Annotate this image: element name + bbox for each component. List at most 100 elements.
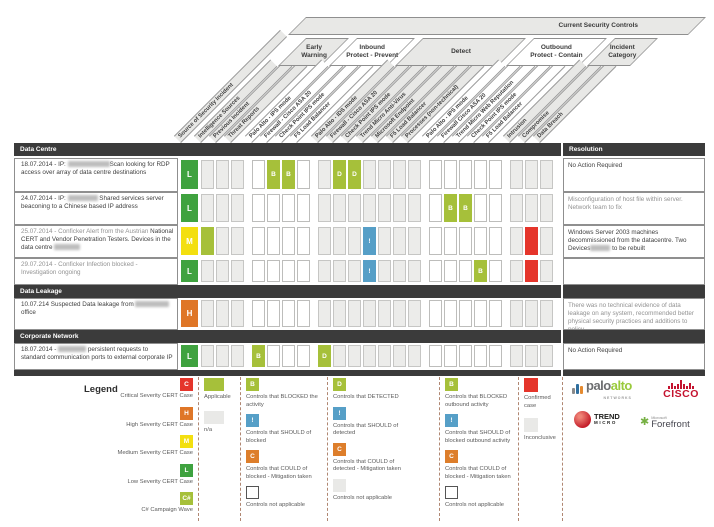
cell-palo-alto-ips-mode — [429, 160, 442, 189]
text-segment: 25.07.2014 - Conficker Alert from the Au… — [21, 228, 151, 235]
cell-firewall-cisco-asa-20 — [444, 300, 457, 327]
cell-f5-load-balancer — [393, 160, 406, 189]
cell-firewall-cisco-asa-20 — [267, 300, 280, 327]
legend-label: Medium Severity CERT Case — [117, 450, 194, 457]
resolution-data-centre-row-3: Windows Server 2003 machines decommissio… — [563, 225, 705, 258]
legend-detected-item: C Controls that COULD of detected - Mitig… — [333, 442, 411, 474]
control-swatch: C — [445, 450, 458, 464]
legend-label: Inconclusive — [524, 435, 556, 442]
cell-firewall-cisco-asa-20 — [444, 260, 457, 282]
cell-palo-alto-ips-mode — [429, 194, 442, 222]
cell-microsoft-endpoint — [378, 160, 391, 189]
cell-check-point-ips-mode — [348, 345, 361, 367]
legend-detected: D Controls that DETECTED! Controls that SH… — [333, 378, 411, 507]
cell-firewall-cisco-asa-20 — [444, 345, 457, 367]
cell-group-early-warning — [201, 194, 244, 222]
confirmation-swatch — [524, 418, 538, 433]
legend-outbound-blocked-item: Controls not applicable — [445, 486, 515, 510]
cell-check-point-ips-mode — [282, 300, 295, 327]
cell-processes-non-technical — [408, 260, 421, 282]
cell-trend-micro-web-reputation — [459, 227, 472, 255]
cell-group-early-warning — [201, 160, 244, 189]
legend-applicability: Applicable n/a — [204, 378, 237, 443]
cell-firewall-cisco-asa-20 — [267, 260, 280, 282]
cell-f5-load-balancer — [489, 300, 502, 327]
applicability-swatch — [204, 410, 224, 424]
cell-check-point-ips-mode — [348, 194, 361, 222]
vendor-logo-cisco: CISCO — [656, 380, 706, 399]
confirmation-swatch — [524, 378, 538, 392]
severity-badge-l: L — [181, 260, 198, 282]
cell-f5-load-balancer — [393, 194, 406, 222]
legend-label: Controls that COULD of detected - Mitiga… — [333, 458, 401, 473]
cell-intelligence-sources — [201, 260, 214, 282]
incident-description-corporate-network-row-1: 18.07.2014 - persistent requests to stan… — [14, 343, 178, 370]
text-segment: No Action Required — [568, 162, 623, 169]
incident-description-data-leakage-row-1: 10.07.214 Suspected Data leakage from of… — [14, 298, 178, 330]
cell-intrusion — [510, 345, 523, 367]
cell-intelligence-sources — [201, 194, 214, 222]
cell-f5-load-balancer — [489, 194, 502, 222]
current-security-controls-label: Current Security Controls — [558, 22, 638, 29]
cell-group-inbound-protect-prevent — [252, 194, 310, 222]
trendmicro-sphere-icon — [574, 411, 591, 428]
cell-previous-incident — [216, 300, 229, 327]
redacted-text — [67, 195, 98, 201]
legend-blocked: B Controls that BLOCKED the activity! Cont… — [246, 378, 324, 515]
paloalto-bars-icon — [572, 382, 583, 394]
cell-check-point-ips-mode — [282, 260, 295, 282]
cell-firewall-cisco-asa-20 — [267, 345, 280, 367]
severity-badge-m: M — [181, 227, 198, 255]
cell-palo-alto-ips-mode — [429, 227, 442, 255]
legend-blocked-item: C Controls that COULD of blocked - Mitiga… — [246, 450, 324, 481]
incident-description-data-centre-row-3: 25.07.2014 - Conficker Alert from the Au… — [14, 225, 178, 258]
legend-label: Low Severity CERT Case — [127, 478, 193, 485]
text-segment: No Action Required — [568, 347, 623, 354]
redacted-text — [590, 244, 611, 251]
corporate-network-bar: Corporate Network — [14, 330, 561, 343]
text-segment: 18.07.2014 - IP: — [21, 161, 68, 168]
cell-group-incident-category — [510, 345, 553, 367]
control-swatch: B — [445, 378, 458, 391]
cell-intrusion — [510, 160, 523, 189]
cell-palo-alto-ips-mode — [252, 300, 265, 327]
control-swatch: ! — [246, 414, 259, 428]
cell-f5-load-balancer — [489, 160, 502, 189]
cell-check-point-ips-mode — [474, 194, 487, 222]
legend-blocked-item: Controls not applicable — [246, 486, 324, 510]
cell-firewall-cisco-asa-20 — [267, 227, 280, 255]
cell-f5-load-balancer — [297, 300, 310, 327]
control-swatch — [445, 486, 458, 500]
cell-f5-load-balancer — [297, 194, 310, 222]
legend-applicability-item: n/a — [204, 410, 237, 435]
legend-outbound-blocked-item: ! Controls that SHOULD of blocked outboun… — [445, 414, 515, 445]
group-band-detect: Detect — [395, 38, 526, 66]
cell-intrusion — [510, 300, 523, 327]
redacted-text — [58, 346, 87, 352]
cell-group-inbound-protect-prevent — [252, 300, 310, 327]
cell-firewall-cisco-asa-20 — [444, 160, 457, 189]
mark-should-trend-micro-anti-virus: ! — [363, 260, 376, 282]
cell-microsoft-endpoint — [378, 345, 391, 367]
cell-processes-non-technical — [408, 227, 421, 255]
cell-intelligence-sources — [201, 160, 214, 189]
cell-trend-micro-anti-virus — [363, 345, 376, 367]
cell-check-point-ips-mode — [348, 300, 361, 327]
cell-threat-reports — [231, 194, 244, 222]
text-segment: Windows Server 2003 machines decommissio… — [568, 229, 687, 252]
cell-data-breach — [540, 345, 553, 367]
cell-firewall-cisco-asa-20 — [333, 194, 346, 222]
legend-label: High Severity CERT Case — [126, 421, 193, 428]
cell-f5-load-balancer — [489, 227, 502, 255]
cell-f5-load-balancer — [297, 260, 310, 282]
severity-swatch-h: H — [180, 406, 193, 420]
legend-severity-item: C Critical Severity CERT Case — [100, 378, 193, 401]
cell-processes-non-technical — [408, 194, 421, 222]
control-swatch: ! — [445, 414, 458, 428]
legend-label: Controls that BLOCKED the activity — [246, 394, 318, 408]
group-band-label: Early Warning — [300, 44, 327, 59]
cell-group-outbound-protect-contain — [429, 227, 502, 255]
